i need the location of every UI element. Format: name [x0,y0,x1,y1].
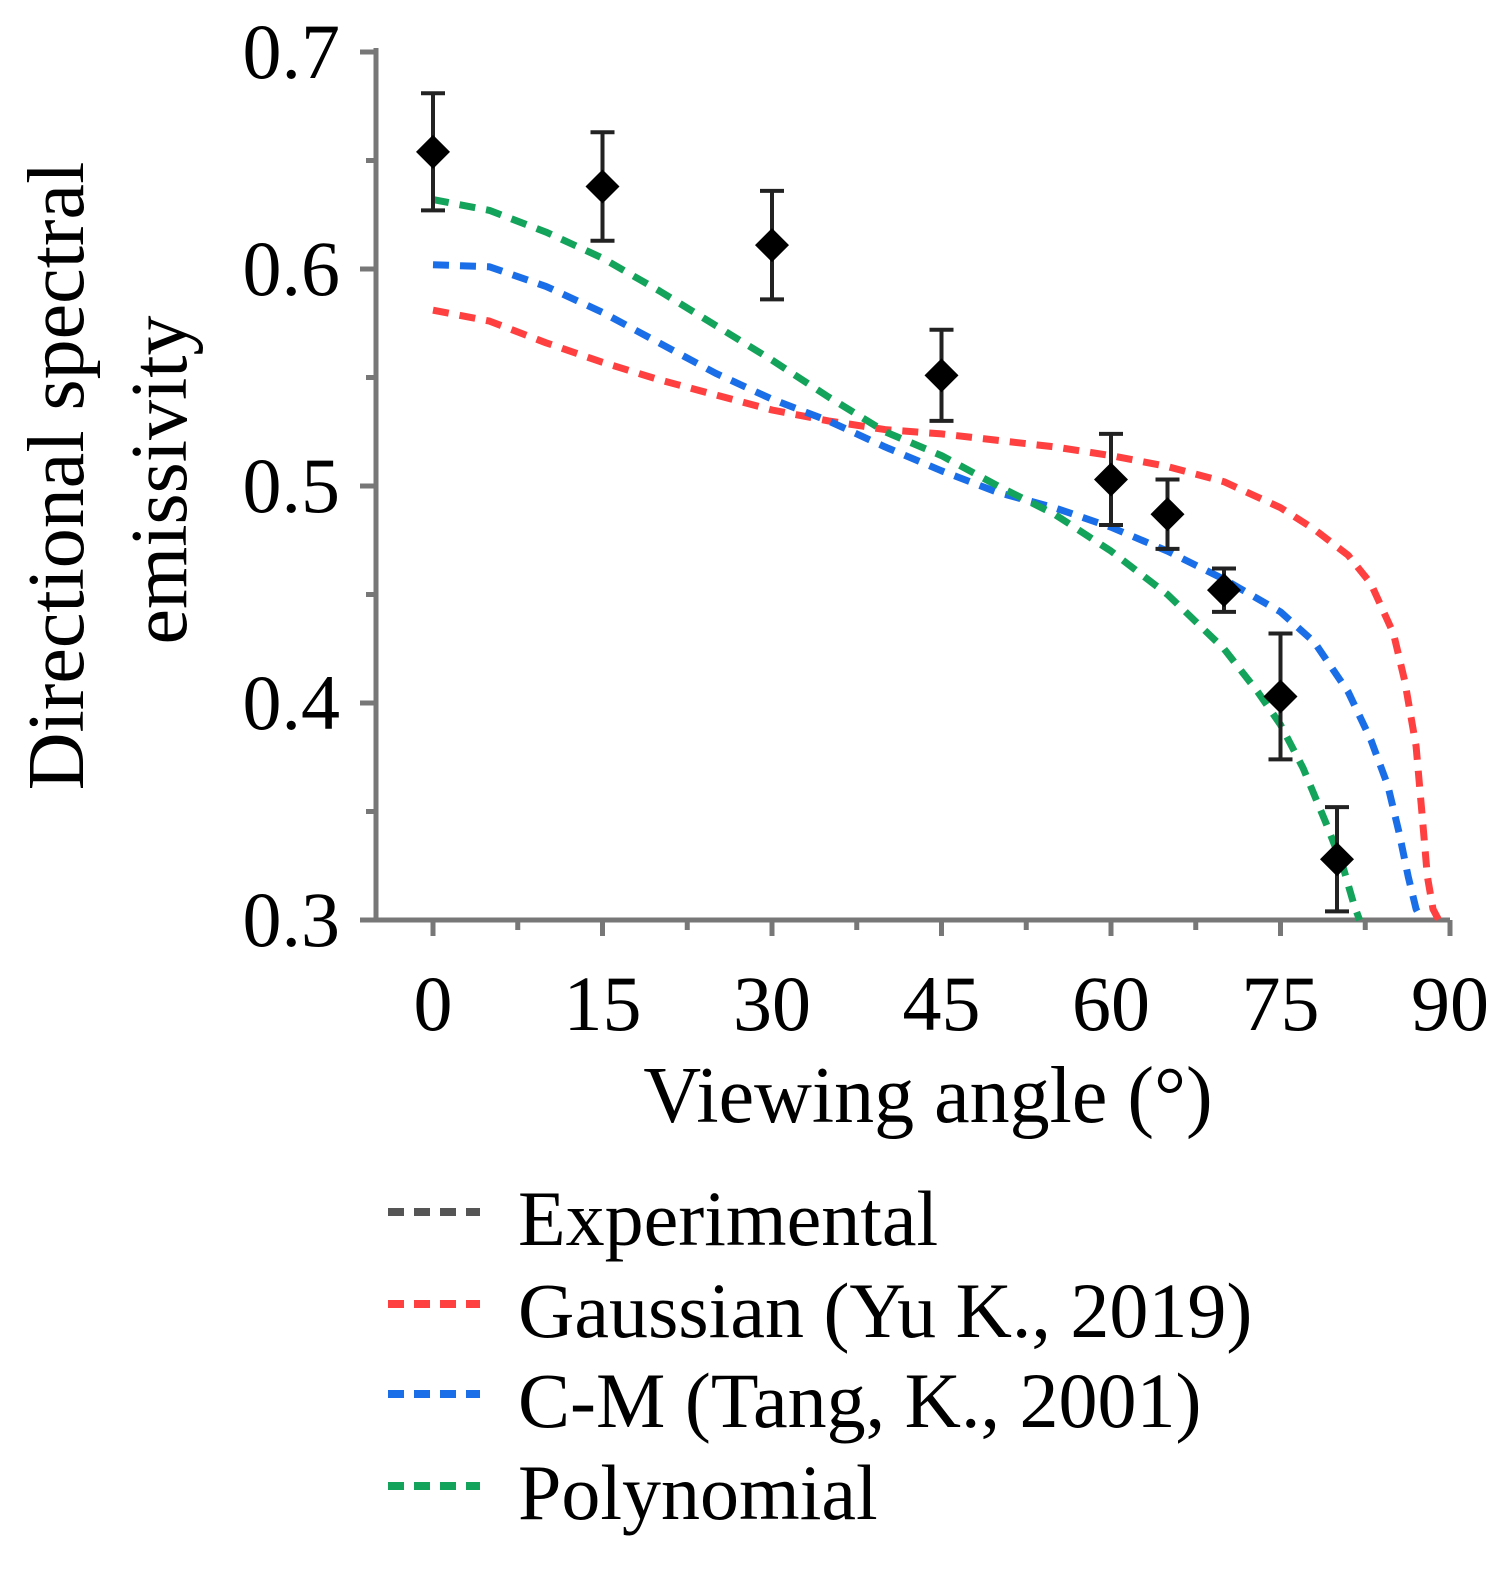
data-point [1320,805,1354,914]
x-tick-label: 60 [1072,960,1150,1047]
data-point [924,327,959,423]
y-tick-label: 0.7 [243,8,341,95]
plot-area: 0.3 0.4 0.5 0.6 0.7 0 15 30 45 60 75 90 [243,8,1490,1047]
data-point [1094,431,1128,528]
legend-entry: Gaussian (Yu K., 2019) [388,1267,1252,1354]
fitted-curves [432,196,1442,922]
data-point [416,91,450,213]
diamond-marker [1320,842,1354,877]
diamond-marker [1207,573,1241,608]
diamond-marker [416,134,450,169]
y-axis-title-line-2: emissivity [116,316,204,645]
legend-entry: Polynomial [388,1449,878,1536]
legend-label: Gaussian (Yu K., 2019) [518,1267,1252,1354]
y-tick-label: 0.4 [243,659,341,746]
diamond-marker [755,228,789,263]
x-tick-label: 75 [1242,960,1320,1047]
data-point [1150,477,1185,551]
x-tick-label: 0 [414,960,453,1047]
y-tick-label: 0.3 [243,876,341,963]
diamond-marker [1094,462,1128,497]
series-line-3 [432,196,1363,922]
x-axis-ticks: 0 15 30 45 60 75 90 [414,920,1489,1047]
x-axis-title: Viewing angle (°) [643,1052,1212,1140]
experimental-points [416,91,1354,914]
legend-label: C-M (Tang, K., 2001) [518,1357,1201,1444]
data-point [585,130,620,243]
legend-entry: Experimental [388,1175,938,1262]
series-line-2 [432,261,1425,922]
diamond-marker [585,169,620,204]
y-tick-label: 0.6 [243,225,341,312]
data-point [1207,566,1241,614]
diamond-marker [1150,497,1185,532]
diamond-marker [924,358,959,393]
y-tick-label: 0.5 [243,442,341,529]
legend-label: Experimental [518,1175,938,1262]
data-point [755,188,789,302]
y-axis-ticks: 0.3 0.4 0.5 0.6 0.7 [243,8,376,963]
series-line-1 [432,306,1442,922]
legend-label: Polynomial [518,1449,878,1536]
x-tick-label: 15 [564,960,642,1047]
x-tick-label: 90 [1411,960,1489,1047]
legend-entry: C-M (Tang, K., 2001) [388,1357,1201,1444]
diamond-marker [1263,679,1298,714]
x-tick-label: 30 [733,960,811,1047]
x-tick-label: 45 [903,960,981,1047]
data-point [1263,631,1298,762]
y-axis-title-line-1: Directional spectral [13,162,101,791]
